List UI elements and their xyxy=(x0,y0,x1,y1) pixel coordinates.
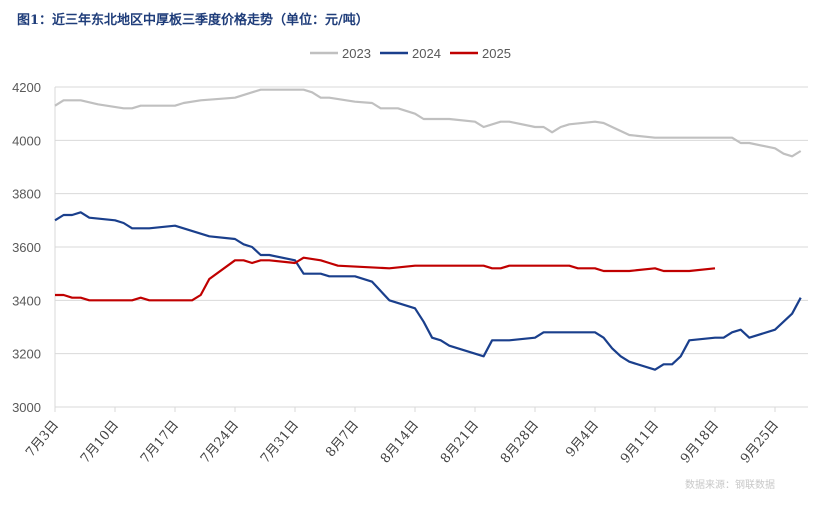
legend-label-2023: 2023 xyxy=(342,46,371,61)
data-source: 数据来源：钢联数据 xyxy=(685,480,775,491)
x-tick-label: 7月24日 xyxy=(198,418,242,467)
legend-label-2024: 2024 xyxy=(412,46,441,61)
series-line-2025 xyxy=(55,256,716,302)
x-tick-label: 7月17日 xyxy=(138,418,182,467)
y-tick-label: 3600 xyxy=(12,240,41,255)
x-tick-label: 9月25日 xyxy=(738,418,782,467)
x-tick-label: 8月21日 xyxy=(438,418,482,467)
x-tick-label: 7月3日 xyxy=(23,418,62,460)
y-tick-label: 3000 xyxy=(12,400,41,415)
series-line-2023 xyxy=(54,88,802,158)
x-tick-label: 9月18日 xyxy=(678,418,722,467)
y-tick-label: 4000 xyxy=(12,133,41,148)
legend-label-2025: 2025 xyxy=(482,46,511,61)
x-tick-label: 9月11日 xyxy=(618,418,662,467)
y-tick-label: 4200 xyxy=(12,80,41,95)
chart-title: 图1：近三年东北地区中厚板三季度价格走势（单位：元/吨） xyxy=(17,13,369,28)
series-line-2024 xyxy=(54,211,802,371)
x-tick-label: 8月28日 xyxy=(498,418,542,467)
y-tick-label: 3200 xyxy=(12,347,41,362)
x-tick-label: 8月14日 xyxy=(378,418,422,467)
x-tick-label: 8月7日 xyxy=(323,418,362,460)
x-tick-label: 9月4日 xyxy=(563,418,602,460)
y-tick-label: 3800 xyxy=(12,187,41,202)
y-tick-label: 3400 xyxy=(12,293,41,308)
x-tick-label: 7月10日 xyxy=(78,418,122,467)
x-tick-label: 7月31日 xyxy=(258,418,302,467)
